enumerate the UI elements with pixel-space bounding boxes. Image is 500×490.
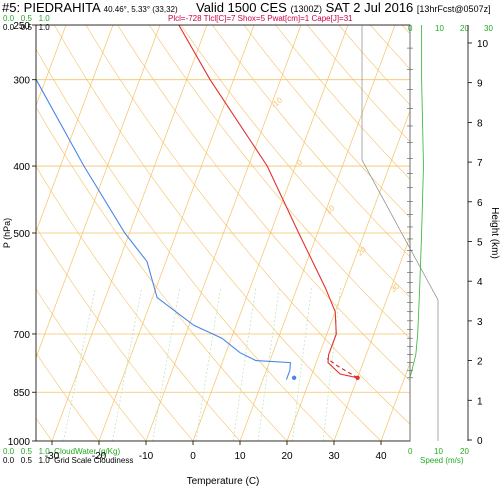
bottom-cloudwater-scale: 0.0 0.5 1.0 CloudWater (g/Kg) — [3, 447, 121, 456]
height-tick-label: 8 — [477, 118, 483, 129]
dry-adiabat — [36, 288, 147, 441]
column-outline — [361, 25, 439, 441]
x-tick-label: 10 — [234, 451, 246, 462]
isotherm-line — [239, 25, 396, 441]
skewt-temp-label: 10 — [324, 203, 337, 216]
height-tick-label: 7 — [477, 158, 483, 169]
x-tick-label: -30 — [45, 451, 60, 462]
dry-adiabat — [180, 25, 410, 298]
forecast-run: [13hrFcst@0507z] — [416, 4, 491, 14]
isotherm-line — [380, 362, 410, 441]
isotherm-line — [333, 236, 410, 441]
isotherm-line — [36, 25, 114, 233]
dewpoint-profile — [36, 77, 291, 380]
temperature-profile — [178, 25, 358, 379]
p-tick-label: 400 — [13, 162, 30, 173]
top-cloudiness-ticks: 0.0 0.5 1.0 — [3, 23, 50, 32]
station-location: 40.46°, 5.33° (33,32) — [103, 5, 178, 14]
height-tick-label: 2 — [477, 357, 483, 368]
dry-adiabat — [212, 25, 410, 258]
mixing-ratio-line — [152, 287, 181, 441]
dry-adiabat — [36, 106, 288, 441]
p-tick-label: 850 — [13, 388, 30, 399]
mixing-ratio-line — [63, 287, 96, 441]
x-tick-label: 30 — [328, 451, 340, 462]
isotherm-line — [192, 25, 349, 441]
valid-label: Valid 1500 CES — [196, 0, 287, 15]
valid-date: SAT 2 Jul 2016 — [325, 0, 414, 15]
parcel-path — [326, 358, 358, 379]
isotherm-line — [98, 25, 255, 441]
speed-axis-label: Speed (m/s) — [420, 456, 464, 465]
mixing-ratio-line — [195, 287, 222, 441]
dry-adiabat — [148, 25, 410, 339]
dry-adiabat — [36, 165, 241, 441]
x-axis-label: Temperature (C) — [187, 476, 260, 487]
top-speed-tick-20: 20 — [460, 24, 469, 33]
isotherm-line — [36, 25, 161, 359]
isotherm-line — [51, 25, 208, 441]
dry-adiabat — [36, 352, 100, 441]
dry-adiabat — [243, 25, 410, 219]
mixing-ratio-line — [322, 287, 341, 441]
x-tick-label: -10 — [139, 451, 154, 462]
dry-adiabat — [36, 48, 335, 441]
isotherm-line — [145, 25, 302, 441]
top-speed-tick-30: 30 — [484, 24, 493, 33]
mixing-ratio-line — [112, 287, 143, 441]
x-tick-label: 40 — [375, 451, 387, 462]
skewt-temp-label: 30 — [389, 281, 402, 294]
sounding-parameters: Plcl=-728 Tlcl[C]=7 Shox=5 Pwat[cm]=1 Ca… — [168, 14, 353, 23]
height-tick-label: 1 — [477, 396, 483, 407]
bottom-speed-tick-20: 20 — [460, 447, 469, 456]
mixing-ratio-line — [292, 287, 312, 441]
dry-adiabat — [54, 25, 382, 441]
p-tick-label: 300 — [13, 76, 30, 87]
bottom-cloudiness-scale: 0.0 0.5 1.0 Grid Scale Cloudiness — [3, 456, 134, 465]
surface-marker — [291, 375, 297, 380]
height-tick-label: 10 — [477, 39, 489, 50]
mixing-ratio-line — [232, 287, 257, 441]
surface-marker — [355, 375, 360, 380]
p-tick-label: 500 — [13, 229, 30, 240]
x-tick-label: 0 — [190, 451, 196, 462]
skewt-temp-label: 20 — [355, 245, 368, 258]
p-tick-label: 1000 — [8, 437, 31, 448]
x-tick-label: -20 — [92, 451, 107, 462]
height-tick-label: 3 — [477, 317, 483, 328]
station-title: #5: PIEDRAHITA 40.46°, 5.33° (33,32) — [2, 0, 178, 15]
height-tick-label: 9 — [477, 79, 483, 90]
valid-utc: (1300Z) — [290, 4, 322, 14]
height-tick-label: 5 — [477, 237, 483, 248]
dry-adiabat — [85, 25, 410, 425]
bottom-speed-tick-10: 10 — [434, 447, 443, 456]
station-name: #5: PIEDRAHITA — [2, 0, 101, 15]
skewt-temp-label: -10 — [269, 95, 284, 110]
height-tick-label: 6 — [477, 198, 483, 209]
x-tick-label: 20 — [281, 451, 293, 462]
mixing-ratio-line — [257, 287, 280, 441]
p-tick-label: 700 — [13, 330, 30, 341]
height-tick-label: 0 — [477, 436, 483, 447]
p-tick-label: 250 — [13, 21, 30, 32]
y-axis-label: P (hPa) — [2, 218, 12, 248]
height-axis-label: Height (km) — [489, 207, 500, 259]
speed-profile — [409, 25, 424, 378]
valid-time: Valid 1500 CES (1300Z) SAT 2 Jul 2016 [1… — [196, 0, 491, 15]
top-cloudwater-ticks: 0.0 0.5 1.0 — [3, 14, 50, 23]
top-speed-tick-10: 10 — [435, 24, 444, 33]
skewt-temp-label: 0 — [295, 157, 305, 167]
bottom-speed-tick-0: 0 — [408, 447, 413, 456]
dry-adiabat — [401, 25, 410, 35]
dry-adiabat — [275, 25, 410, 180]
isotherm-line — [36, 25, 67, 107]
height-tick-label: 4 — [477, 277, 483, 288]
